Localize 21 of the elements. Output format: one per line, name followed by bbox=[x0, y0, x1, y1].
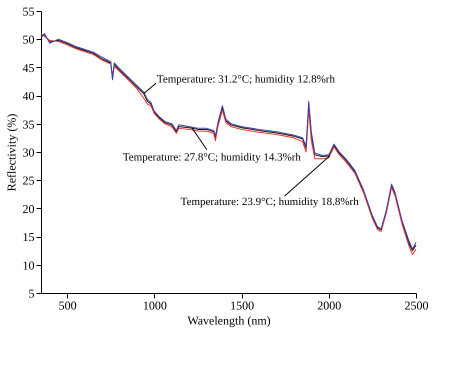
y-tick-label: 45 bbox=[22, 60, 34, 75]
y-axis-title: Reflectivity (%) bbox=[4, 114, 18, 192]
y-tick-label: 40 bbox=[22, 89, 34, 104]
y-tick-label: 25 bbox=[22, 174, 34, 188]
x-tick-label: 500 bbox=[58, 298, 77, 312]
annotation: Temperature: 23.9°C; humidity 18.8%rh bbox=[180, 196, 360, 208]
annotation: Temperature: 31.2°C; humidity 12.8%rh bbox=[156, 73, 336, 86]
x-tick-label: 1000 bbox=[142, 298, 167, 312]
y-tick-label: 10 bbox=[22, 258, 34, 272]
y-tick-label: 5 bbox=[28, 286, 34, 300]
x-tick-label: 2000 bbox=[317, 298, 342, 312]
x-tick-label: 1500 bbox=[230, 298, 254, 312]
annotation: Temperature: 27.8°C; humidity 14.3%rh bbox=[122, 152, 302, 164]
y-tick-label: 30 bbox=[22, 146, 34, 160]
y-tick-label: 35 bbox=[22, 117, 34, 132]
y-tick-label: 20 bbox=[22, 202, 34, 216]
y-tick-label: 15 bbox=[22, 230, 34, 244]
y-tick-label: 55 bbox=[22, 4, 34, 18]
x-tick-label: 2500 bbox=[404, 298, 428, 312]
y-tick-label: 50 bbox=[22, 32, 34, 47]
x-axis-title: Wavelength (nm) bbox=[187, 314, 271, 328]
